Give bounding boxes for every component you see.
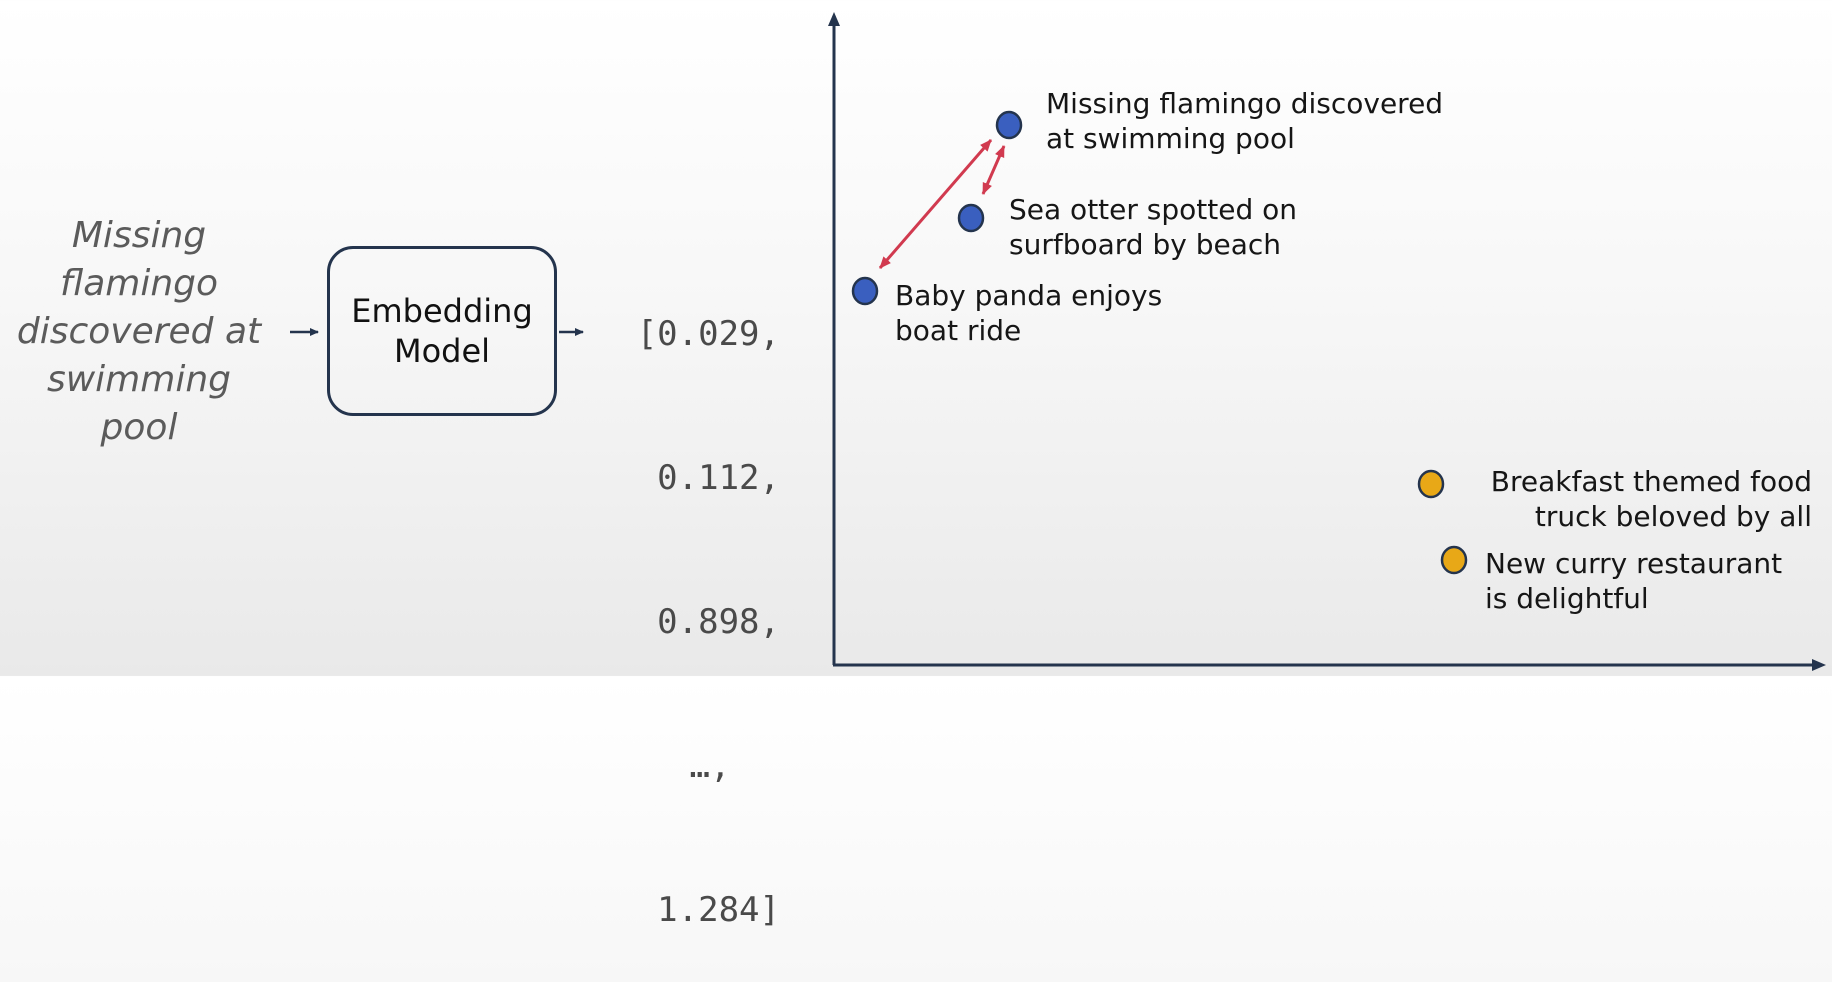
label-line: truck beloved by all [1534, 500, 1812, 533]
vector-line: 0.112, [657, 458, 780, 498]
label-line: Sea otter spotted on [1009, 193, 1298, 226]
input-line: discovered at [16, 311, 262, 352]
label-line: is delightful [1485, 582, 1649, 615]
label-breakfast: Breakfast themed food truck beloved by a… [1491, 464, 1812, 534]
label-otter: Sea otter spotted on surfboard by beach [1009, 192, 1297, 262]
label-curry: New curry restaurant is delightful [1485, 546, 1782, 616]
input-line: swimming [46, 359, 231, 400]
label-line: at swimming pool [1046, 122, 1295, 155]
label-line: boat ride [895, 314, 1022, 347]
label-line: surfboard by beach [1009, 228, 1282, 261]
label-flamingo: Missing flamingo discovered at swimming … [1046, 86, 1443, 156]
point-panda [851, 276, 879, 306]
input-sentence: Missing flamingo discovered at swimming … [0, 212, 278, 452]
vector-line: [0.029, [636, 314, 780, 354]
model-label-line: Model [393, 332, 491, 370]
label-panda: Baby panda enjoys boat ride [895, 278, 1162, 348]
vector-line: …, [689, 746, 731, 786]
point-curry [1440, 545, 1468, 575]
otter-flamingo-similarity-arrow [981, 145, 1006, 195]
x-axis-arrowhead [1812, 659, 1826, 671]
vector-line: 1.284] [657, 890, 780, 930]
y-axis-arrowhead [828, 12, 840, 26]
input-line: pool [100, 407, 178, 448]
input-line: Missing [71, 215, 207, 256]
panda-flamingo-similarity-arrow [878, 139, 993, 269]
diagram-canvas [290, 12, 1826, 671]
embedding-model-box: Embedding Model [327, 246, 557, 416]
point-flamingo [995, 110, 1023, 140]
point-breakfast [1417, 469, 1445, 499]
point-otter [957, 203, 985, 233]
input-line: flamingo [59, 263, 219, 304]
label-line: Missing flamingo discovered [1046, 87, 1444, 120]
vector-line: 0.898, [657, 602, 780, 642]
model-label-line: Embedding [351, 292, 533, 330]
label-line: Breakfast themed food [1490, 465, 1812, 498]
label-line: New curry restaurant [1485, 547, 1783, 580]
label-line: Baby panda enjoys [895, 279, 1163, 312]
